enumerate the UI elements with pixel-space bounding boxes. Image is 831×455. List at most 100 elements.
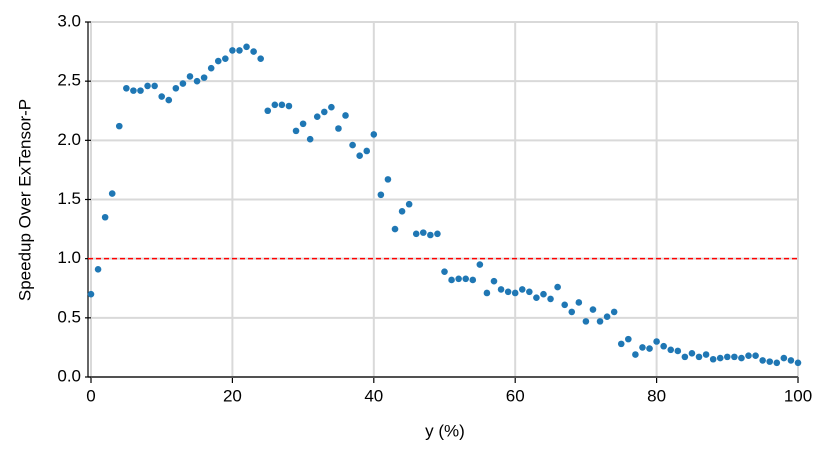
- point: [596, 318, 604, 325]
- point: [335, 125, 342, 132]
- point: [709, 355, 717, 363]
- point: [547, 295, 554, 303]
- point: [250, 48, 257, 55]
- point: [271, 101, 279, 109]
- point: [200, 74, 208, 81]
- point: [108, 190, 116, 197]
- x-tick-label: 40: [364, 386, 383, 405]
- point: [356, 152, 363, 160]
- point: [469, 276, 477, 284]
- point: [285, 102, 293, 110]
- point: [328, 103, 335, 111]
- point: [292, 127, 300, 135]
- point: [526, 288, 533, 296]
- point: [398, 208, 406, 215]
- y-axis-label: Speedup Over ExTensor-P: [15, 99, 34, 301]
- point: [321, 108, 328, 116]
- point: [448, 276, 455, 284]
- point: [94, 266, 102, 273]
- point: [745, 352, 752, 360]
- point: [780, 354, 788, 362]
- point: [540, 290, 547, 298]
- point: [264, 107, 272, 115]
- point: [391, 225, 399, 233]
- point: [236, 47, 243, 54]
- point: [214, 57, 222, 65]
- y-tick-label: 1.0: [57, 248, 81, 267]
- point: [306, 135, 314, 143]
- point: [427, 231, 434, 239]
- point: [193, 77, 201, 85]
- point: [759, 357, 766, 364]
- point: [575, 299, 583, 306]
- point: [603, 313, 611, 320]
- point: [476, 261, 484, 268]
- point: [653, 338, 660, 345]
- point: [419, 229, 427, 236]
- point: [533, 294, 540, 302]
- point: [667, 346, 675, 354]
- point: [582, 318, 590, 325]
- point: [144, 82, 151, 90]
- point: [441, 268, 448, 275]
- point: [483, 289, 491, 297]
- point: [504, 288, 512, 296]
- point: [115, 122, 123, 130]
- point: [681, 353, 689, 361]
- point: [377, 191, 385, 199]
- point: [511, 289, 519, 297]
- point: [384, 176, 392, 183]
- point: [752, 352, 759, 360]
- y-tick-label: 1.5: [57, 189, 81, 208]
- point: [123, 84, 130, 92]
- point: [787, 357, 795, 364]
- point: [716, 354, 724, 362]
- point: [87, 290, 95, 298]
- point: [101, 213, 109, 221]
- x-tick-label: 60: [506, 386, 525, 405]
- point: [625, 335, 632, 343]
- point: [738, 354, 745, 362]
- point: [794, 359, 802, 367]
- point: [179, 80, 187, 87]
- point: [674, 347, 682, 355]
- point: [370, 131, 378, 138]
- point: [632, 351, 639, 358]
- point: [165, 96, 173, 104]
- y-tick-label: 2.5: [57, 71, 81, 90]
- point: [186, 73, 194, 80]
- point: [568, 308, 576, 316]
- point: [462, 275, 470, 283]
- point: [257, 55, 264, 62]
- point: [412, 230, 420, 238]
- point: [561, 301, 568, 309]
- point: [172, 84, 180, 92]
- point: [702, 351, 710, 358]
- point: [610, 308, 618, 316]
- point: [158, 93, 165, 100]
- y-tick-label: 0.5: [57, 307, 81, 326]
- point: [151, 82, 158, 90]
- point: [724, 353, 731, 361]
- point: [405, 200, 413, 208]
- point: [130, 87, 137, 94]
- x-tick-label: 80: [647, 386, 666, 405]
- point: [660, 342, 667, 350]
- point: [299, 120, 307, 128]
- point: [773, 359, 781, 367]
- point: [434, 230, 441, 238]
- point: [363, 147, 371, 155]
- point: [639, 344, 646, 351]
- x-axis-label: y (%): [425, 421, 465, 440]
- point: [229, 47, 236, 54]
- point: [137, 87, 144, 94]
- y-tick-label: 3.0: [57, 11, 81, 30]
- point: [455, 275, 462, 283]
- point: [646, 345, 653, 352]
- point: [243, 43, 250, 51]
- point: [589, 306, 597, 313]
- x-tick-label: 100: [784, 386, 812, 405]
- y-tick-label: 2.0: [57, 130, 81, 149]
- point: [490, 277, 498, 285]
